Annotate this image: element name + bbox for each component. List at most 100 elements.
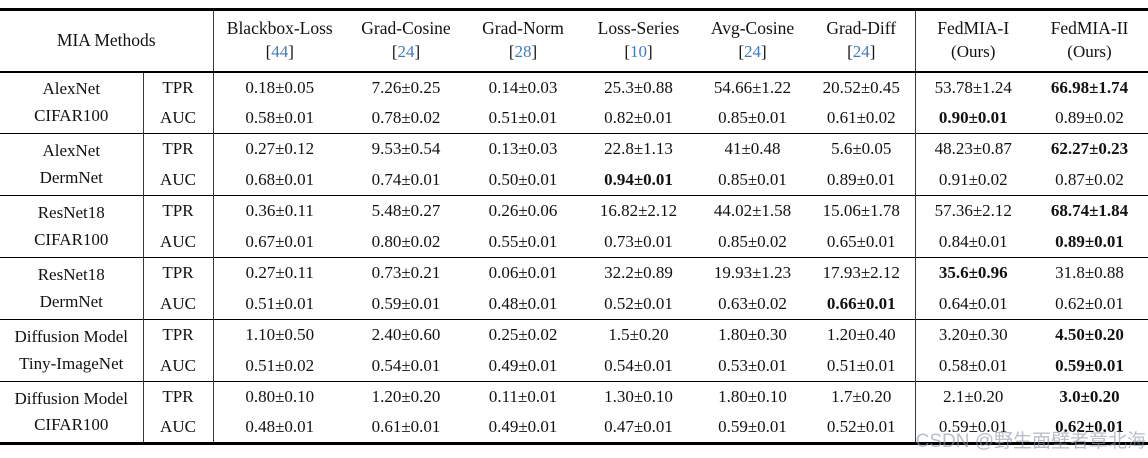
- metric-label-auc: AUC: [143, 412, 214, 444]
- header-method-grad-diff: Grad-Diff [24]: [808, 9, 916, 73]
- metric-label-auc: AUC: [143, 226, 214, 258]
- auc-row: AUC 0.67±0.01 0.80±0.02 0.55±0.01 0.73±0.01 0…: [0, 226, 1148, 258]
- metric-label-tpr: TPR: [143, 381, 214, 413]
- ours-label: (Ours): [1067, 42, 1112, 62]
- value-cell: 48.23±0.87: [934, 139, 1012, 159]
- dataset-name: CIFAR100: [34, 105, 109, 125]
- dataset-name: DermNet: [39, 291, 103, 311]
- citation-ref[interactable]: [28]: [508, 42, 538, 62]
- value-cell: 0.85±0.01: [718, 169, 787, 189]
- value-cell: 17.93±2.12: [808, 257, 916, 289]
- value-cell: 0.85±0.01: [718, 107, 787, 127]
- value-cell: 1.30±0.10: [604, 387, 673, 407]
- value-cell: 53.78±1.24: [934, 77, 1012, 97]
- value-cell: 32.2±0.89: [604, 263, 673, 283]
- header-method-avg-cosine: Avg-Cosine [24]: [697, 9, 808, 73]
- model-dataset-cell: ResNet18 DermNet: [0, 257, 144, 320]
- header-method-fedmia-i: FedMIA-I (Ours): [915, 9, 1031, 73]
- value-cell: 0.52±0.01: [604, 293, 673, 313]
- value-cell: 0.52±0.01: [808, 412, 916, 444]
- row-group-alexnet-dermnet: AlexNet DermNet TPR 0.27±0.12 9.53±0.54 0.13±…: [0, 133, 1148, 196]
- model-dataset-cell: AlexNet CIFAR100: [0, 71, 144, 134]
- citation-number[interactable]: 28: [514, 42, 532, 62]
- value-cell: 0.48±0.01: [488, 293, 558, 313]
- value-cell: 0.36±0.11: [245, 201, 314, 221]
- value-cell: 1.20±0.40: [808, 319, 916, 351]
- value-cell: 0.49±0.01: [488, 417, 558, 437]
- mia-results-table: MIA Methods Blackbox-Loss [44] Grad-Cosine…: [0, 8, 1148, 445]
- value-cell: 0.25±0.02: [488, 325, 558, 345]
- dataset-name: DermNet: [39, 167, 103, 187]
- value-cell: 0.89±0.01: [1055, 231, 1124, 251]
- row-group-diffusion-model-cifar100: Diffusion Model CIFAR100 TPR 0.80±0.10 1.20±…: [0, 381, 1148, 444]
- header-method-loss-series: Loss-Series [10]: [580, 9, 697, 73]
- model-dataset-cell: Diffusion Model Tiny-ImageNet: [0, 319, 144, 382]
- metric-label-tpr: TPR: [143, 195, 214, 227]
- tpr-row: ResNet18 CIFAR100 TPR 0.36±0.11 5.48±0.27 0.2…: [0, 195, 1148, 258]
- model-name: Diffusion Model: [14, 327, 129, 347]
- value-cell: 62.27±0.23: [1050, 139, 1129, 159]
- value-cell: 0.62±0.01: [1055, 293, 1124, 313]
- value-cell: 0.55±0.01: [488, 231, 558, 251]
- value-cell: 16.82±2.12: [599, 201, 678, 221]
- model-dataset-cell: AlexNet DermNet: [0, 133, 144, 196]
- value-cell: 0.91±0.02: [938, 169, 1008, 189]
- value-cell: 0.78±0.02: [371, 107, 441, 127]
- value-cell: 3.0±0.20: [1059, 387, 1120, 407]
- citation-number[interactable]: 44: [271, 42, 289, 62]
- value-cell: 19.93±1.23: [713, 263, 792, 283]
- citation-ref[interactable]: [44]: [265, 42, 294, 62]
- citation-ref[interactable]: [24]: [847, 42, 876, 62]
- value-cell: 0.58±0.01: [245, 107, 315, 127]
- citation-number[interactable]: 24: [744, 42, 761, 62]
- method-name: Avg-Cosine: [710, 18, 795, 39]
- value-cell: 22.8±1.13: [604, 139, 673, 159]
- value-cell: 0.66±0.01: [808, 288, 916, 320]
- value-cell: 44.02±1.58: [713, 201, 792, 221]
- value-cell: 31.8±0.88: [1055, 263, 1124, 283]
- header-method-fedmia-ii: FedMIA-II (Ours): [1031, 9, 1148, 73]
- value-cell: 0.84±0.01: [938, 231, 1008, 251]
- value-cell: 5.6±0.05: [808, 133, 916, 165]
- value-cell: 5.48±0.27: [371, 201, 441, 221]
- value-cell: 0.26±0.06: [488, 201, 558, 221]
- auc-row: AUC 0.68±0.01 0.74±0.01 0.50±0.01 0.94±0.01 0…: [0, 164, 1148, 196]
- value-cell: 0.54±0.01: [371, 355, 441, 375]
- auc-row: AUC 0.58±0.01 0.78±0.02 0.51±0.01 0.82±0.01 0…: [0, 102, 1148, 134]
- citation-number[interactable]: 10: [630, 42, 647, 62]
- metric-label-tpr: TPR: [143, 133, 214, 165]
- value-cell: 0.68±0.01: [245, 169, 315, 189]
- metric-label-auc: AUC: [143, 288, 214, 320]
- value-cell: 4.50±0.20: [1055, 325, 1124, 345]
- value-cell: 0.50±0.01: [488, 169, 558, 189]
- citation-ref[interactable]: [24]: [738, 42, 767, 62]
- dataset-name: CIFAR100: [34, 229, 109, 249]
- model-name: ResNet18: [37, 203, 105, 223]
- model-dataset-cell: Diffusion Model CIFAR100: [0, 381, 144, 444]
- value-cell: 0.14±0.03: [488, 77, 558, 97]
- value-cell: 0.51±0.01: [488, 107, 558, 127]
- value-cell: 0.80±0.02: [371, 231, 441, 251]
- value-cell: 0.27±0.12: [245, 139, 315, 159]
- row-group-resnet18-cifar100: ResNet18 CIFAR100 TPR 0.36±0.11 5.48±0.27 0.2…: [0, 195, 1148, 258]
- value-cell: 0.59±0.01: [718, 417, 787, 437]
- citation-number[interactable]: 24: [397, 42, 415, 62]
- model-dataset-cell: ResNet18 CIFAR100: [0, 195, 144, 258]
- method-name: Blackbox-Loss: [226, 18, 333, 39]
- metric-label-auc: AUC: [143, 350, 214, 382]
- tpr-row: ResNet18 DermNet TPR 0.27±0.11 0.73±0.21 0.06…: [0, 257, 1148, 320]
- citation-number[interactable]: 24: [852, 42, 870, 62]
- tpr-row: Diffusion Model Tiny-ImageNet TPR 1.10±0.50…: [0, 319, 1148, 382]
- row-group-diffusion-model-tiny-imagenet: Diffusion Model Tiny-ImageNet TPR 1.10±0.50…: [0, 319, 1148, 382]
- value-cell: 0.61±0.01: [371, 417, 441, 437]
- method-name: Grad-Norm: [482, 18, 564, 39]
- value-cell: 25.3±0.88: [604, 77, 673, 97]
- citation-ref[interactable]: [24]: [391, 42, 421, 62]
- header-method-blackbox-loss: Blackbox-Loss [44]: [213, 9, 346, 73]
- metric-label-tpr: TPR: [143, 319, 214, 351]
- value-cell: 0.87±0.02: [1055, 169, 1124, 189]
- citation-ref[interactable]: [10]: [624, 42, 653, 62]
- value-cell: 20.52±0.45: [808, 71, 916, 103]
- method-name: Grad-Diff: [826, 18, 897, 39]
- value-cell: 68.74±1.84: [1050, 201, 1129, 221]
